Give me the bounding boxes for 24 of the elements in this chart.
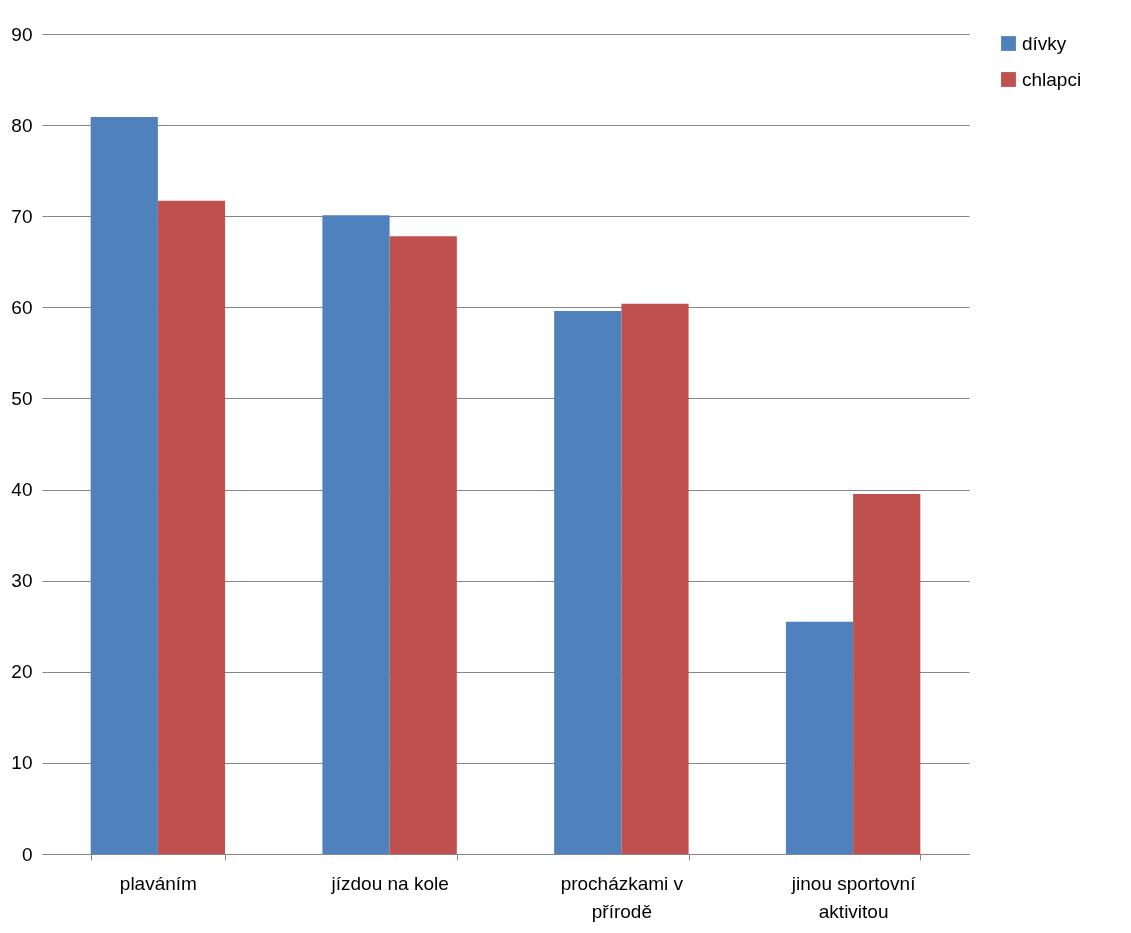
x-tick-label: plaváním: [119, 872, 197, 894]
bar: [853, 494, 921, 854]
y-tick-label: 10: [11, 752, 33, 774]
y-tick-label: 0: [21, 843, 33, 865]
bar: [621, 303, 689, 854]
x-tick-label: jinou sportovní aktivitou: [790, 872, 917, 922]
x-tick-label: procházkami v přírodě: [560, 872, 684, 922]
legend-label: dívky: [1022, 32, 1067, 54]
x-tick-label: jízdou na kole: [330, 872, 449, 894]
bar: [554, 310, 622, 854]
y-tick-label: 40: [11, 479, 33, 501]
y-tick-label: 80: [11, 114, 33, 136]
bar: [389, 236, 457, 854]
legend-label: chlapci: [1022, 68, 1082, 90]
bar: [90, 116, 158, 854]
bar: [157, 200, 226, 854]
y-tick-label: 60: [11, 296, 33, 318]
y-tick-label: 90: [11, 23, 33, 45]
y-tick-label: 20: [11, 661, 33, 683]
bar: [322, 215, 390, 854]
bar: [785, 621, 854, 854]
y-tick-label: 50: [11, 387, 33, 409]
y-tick-label: 70: [11, 205, 33, 227]
y-tick-label: 30: [11, 570, 33, 592]
